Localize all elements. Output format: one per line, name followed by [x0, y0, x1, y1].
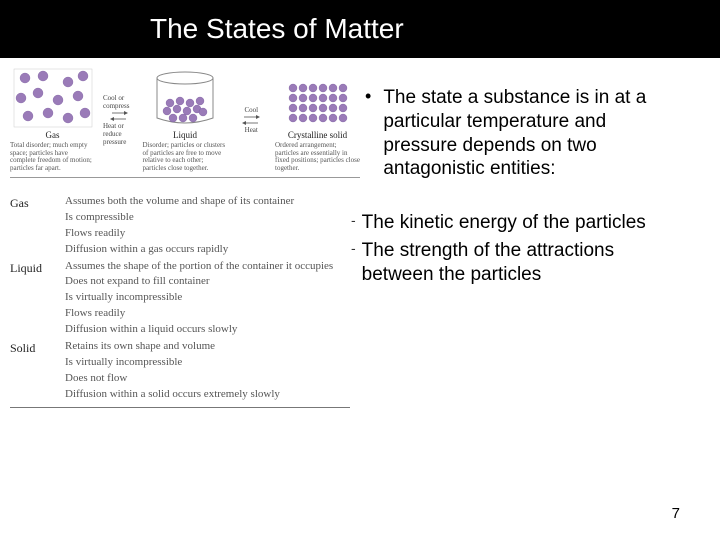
table-row: Liquid Assumes the shape of the portion …: [10, 259, 360, 339]
prop-list-liquid: Assumes the shape of the portion of the …: [65, 259, 333, 339]
table-bottom-rule: [10, 407, 350, 408]
solid-label: Crystalline solid: [288, 130, 347, 140]
arrow1-bottom-label: Heat or reduce pressure: [103, 122, 135, 146]
list-item: Assumes both the volume and shape of its…: [65, 194, 294, 210]
list-item: Does not flow: [65, 371, 280, 387]
diagram-state-solid: Crystalline solid Ordered arrangement; p…: [275, 68, 360, 173]
states-diagram: Gas Total disorder; much empty space; pa…: [10, 68, 360, 178]
arrow2-bottom-label: Heat: [245, 126, 258, 134]
dash-icon: -: [351, 239, 356, 287]
solid-desc: Ordered arrangement; particles are essen…: [275, 142, 360, 173]
list-item: Diffusion within a liquid occurs slowly: [65, 322, 333, 338]
list-item: Assumes the shape of the portion of the …: [65, 259, 333, 275]
main-bullet-text: The state a substance is in at a particu…: [383, 86, 680, 181]
main-bullet: • The state a substance is in at a parti…: [365, 86, 680, 181]
page-title: The States of Matter: [150, 13, 404, 45]
title-bar: The States of Matter: [0, 0, 720, 58]
diagram-state-liquid: Liquid Disorder; particles or clusters o…: [143, 68, 228, 173]
prop-state-solid: Solid: [10, 339, 65, 403]
list-item: Diffusion within a solid occurs extremel…: [65, 387, 280, 403]
arrows-liquid-solid: Cool Heat: [236, 68, 268, 173]
sub-bullet-text: The kinetic energy of the particles: [362, 211, 646, 235]
dash-icon: -: [351, 211, 356, 235]
list-item: Flows readily: [65, 306, 333, 322]
list-item: Flows readily: [65, 226, 294, 242]
table-row: Gas Assumes both the volume and shape of…: [10, 194, 360, 258]
table-row: Solid Retains its own shape and volume I…: [10, 339, 360, 403]
prop-state-liquid: Liquid: [10, 259, 65, 339]
bullet-dot-icon: •: [365, 86, 371, 181]
list-item: Is virtually incompressible: [65, 290, 333, 306]
list-item: Is compressible: [65, 210, 294, 226]
page-number: 7: [672, 505, 680, 522]
solid-particles-icon: [278, 68, 358, 128]
sub-bullet: - The strength of the attractions betwee…: [365, 239, 680, 287]
properties-table: Gas Assumes both the volume and shape of…: [10, 194, 360, 408]
sub-bullet-text: The strength of the attractions between …: [362, 239, 680, 287]
list-item: Is virtually incompressible: [65, 355, 280, 371]
list-item: Does not expand to fill container: [65, 274, 333, 290]
gas-desc: Total disorder; much empty space; partic…: [10, 142, 95, 173]
list-item: Retains its own shape and volume: [65, 339, 280, 355]
arrow2-top-label: Cool: [244, 106, 258, 114]
content-area: Gas Total disorder; much empty space; pa…: [0, 58, 720, 540]
sub-bullet-list: - The kinetic energy of the particles - …: [365, 211, 680, 286]
gas-label: Gas: [46, 130, 60, 140]
arrow1-top-label: Cool or compress: [103, 94, 135, 110]
prop-list-gas: Assumes both the volume and shape of its…: [65, 194, 294, 258]
left-column: Gas Total disorder; much empty space; pa…: [0, 58, 360, 540]
list-item: Diffusion within a gas occurs rapidly: [65, 242, 294, 258]
right-column: • The state a substance is in at a parti…: [360, 58, 720, 540]
liquid-particles-icon: [145, 68, 225, 128]
prop-state-gas: Gas: [10, 194, 65, 258]
sub-bullet: - The kinetic energy of the particles: [365, 211, 680, 235]
gas-particles-icon: [13, 68, 93, 128]
arrows-gas-liquid: Cool or compress Heat or reduce pressure: [103, 68, 135, 173]
liquid-label: Liquid: [173, 130, 197, 140]
diagram-state-gas: Gas Total disorder; much empty space; pa…: [10, 68, 95, 173]
liquid-desc: Disorder; particles or clusters of parti…: [143, 142, 228, 173]
prop-list-solid: Retains its own shape and volume Is virt…: [65, 339, 280, 403]
